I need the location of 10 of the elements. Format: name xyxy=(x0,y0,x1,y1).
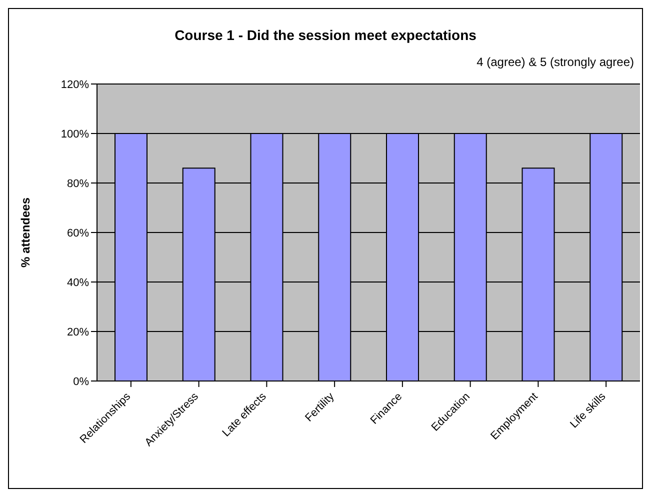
y-tick-label: 0% xyxy=(73,376,90,388)
chart-title: Course 1 - Did the session meet expectations xyxy=(174,27,478,43)
y-tick-label: 80% xyxy=(66,178,90,190)
y-tick-label: 60% xyxy=(66,227,90,240)
y-axis-title: % attendees xyxy=(18,197,32,268)
chart-subtitle: 4 (agree) & 5 (strongly agree) xyxy=(476,55,634,69)
y-tick-label: 40% xyxy=(66,276,90,289)
y-tick-label: 20% xyxy=(66,326,90,338)
y-tick-label: 100% xyxy=(60,128,90,140)
y-tick-label: 120% xyxy=(60,78,90,91)
